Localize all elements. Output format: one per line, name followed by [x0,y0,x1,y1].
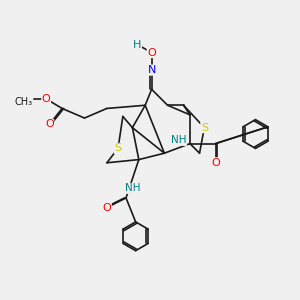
Text: S: S [115,143,122,153]
Text: S: S [201,123,208,133]
Text: CH₃: CH₃ [15,97,33,107]
Text: O: O [45,119,54,129]
Text: O: O [211,158,220,168]
Text: O: O [103,202,111,212]
Text: O: O [42,94,50,104]
Text: O: O [147,47,156,58]
Text: H: H [133,40,141,50]
Text: N: N [147,65,156,75]
Text: NH: NH [171,135,187,146]
Text: NH: NH [125,183,141,194]
